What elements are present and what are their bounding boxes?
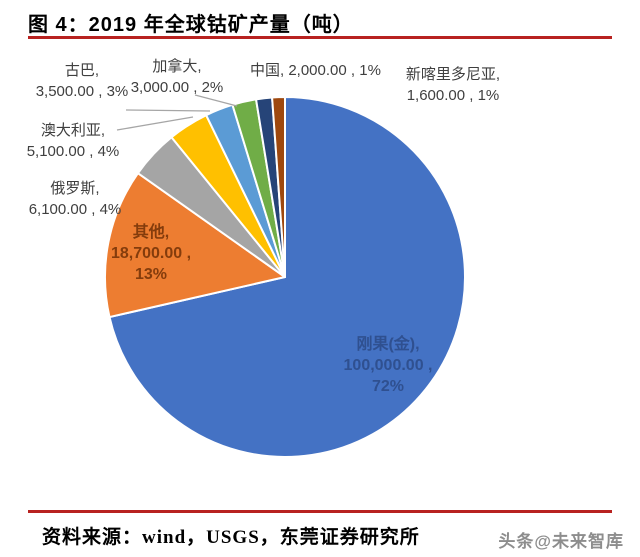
watermark-text: 头条@未来智库 xyxy=(498,532,624,551)
pie-label-line: 澳大利亚, xyxy=(40,122,106,139)
pie-label-line: 5,100.00 , 4% xyxy=(26,143,120,160)
label-leader-lines xyxy=(116,94,238,131)
pie-label-line: 俄罗斯, xyxy=(50,180,100,197)
source-note: 资料来源：wind，USGS，东莞证券研究所 xyxy=(42,527,420,548)
pie-label-line: 加拿大, xyxy=(152,58,202,75)
pie-label-congo: 刚果(金), 100,000.00 , 72% xyxy=(330,334,446,397)
pie-label-line: 3,500.00 , 3% xyxy=(35,83,129,100)
pie-label-line: 其他, xyxy=(132,224,170,241)
pie-label-russia: 俄罗斯, 6,100.00 , 4% xyxy=(24,178,126,220)
pie-label-line: 刚果(金), xyxy=(356,336,420,353)
pie-label-line: 100,000.00 , xyxy=(343,357,433,374)
pie-label-line: 13% xyxy=(134,266,168,283)
leader-line-australia xyxy=(116,116,194,131)
pie-label-line: 中国, 2,000.00 , 1% xyxy=(250,62,381,79)
pie-label-cuba: 古巴, 3,500.00 , 3% xyxy=(27,60,137,102)
footer-rule xyxy=(28,510,612,513)
pie-label-line: 18,700.00 , xyxy=(110,245,192,262)
pie-label-australia: 澳大利亚, 5,100.00 , 4% xyxy=(20,120,126,162)
pie-label-line: 1,600.00 , 1% xyxy=(406,87,500,104)
pie-label-line: 72% xyxy=(371,378,405,395)
pie-label-canada: 加拿大, 3,000.00 , 2% xyxy=(122,56,232,98)
pie-label-line: 3,000.00 , 2% xyxy=(130,79,224,96)
figure-title: 图 4：2019 年全球钴矿产量（吨） xyxy=(28,14,354,36)
leader-line-canada xyxy=(194,94,238,107)
pie-label-line: 古巴, xyxy=(64,62,100,79)
pie-label-line: 新喀里多尼亚, xyxy=(405,66,501,83)
pie-label-new-caledonia: 新喀里多尼亚, 1,600.00 , 1% xyxy=(396,64,510,106)
pie-slice-congo xyxy=(108,96,466,458)
pie-label-line: 6,100.00 , 4% xyxy=(28,201,122,218)
title-underline-rule xyxy=(28,36,612,39)
pie-slice-other xyxy=(104,172,286,319)
pie-label-other: 其他, 18,700.00 , 13% xyxy=(94,222,208,285)
pie-label-china: 中国, 2,000.00 , 1% xyxy=(250,60,390,81)
pie-slice-new-caledonia xyxy=(271,95,286,278)
leader-line-cuba xyxy=(125,109,211,112)
